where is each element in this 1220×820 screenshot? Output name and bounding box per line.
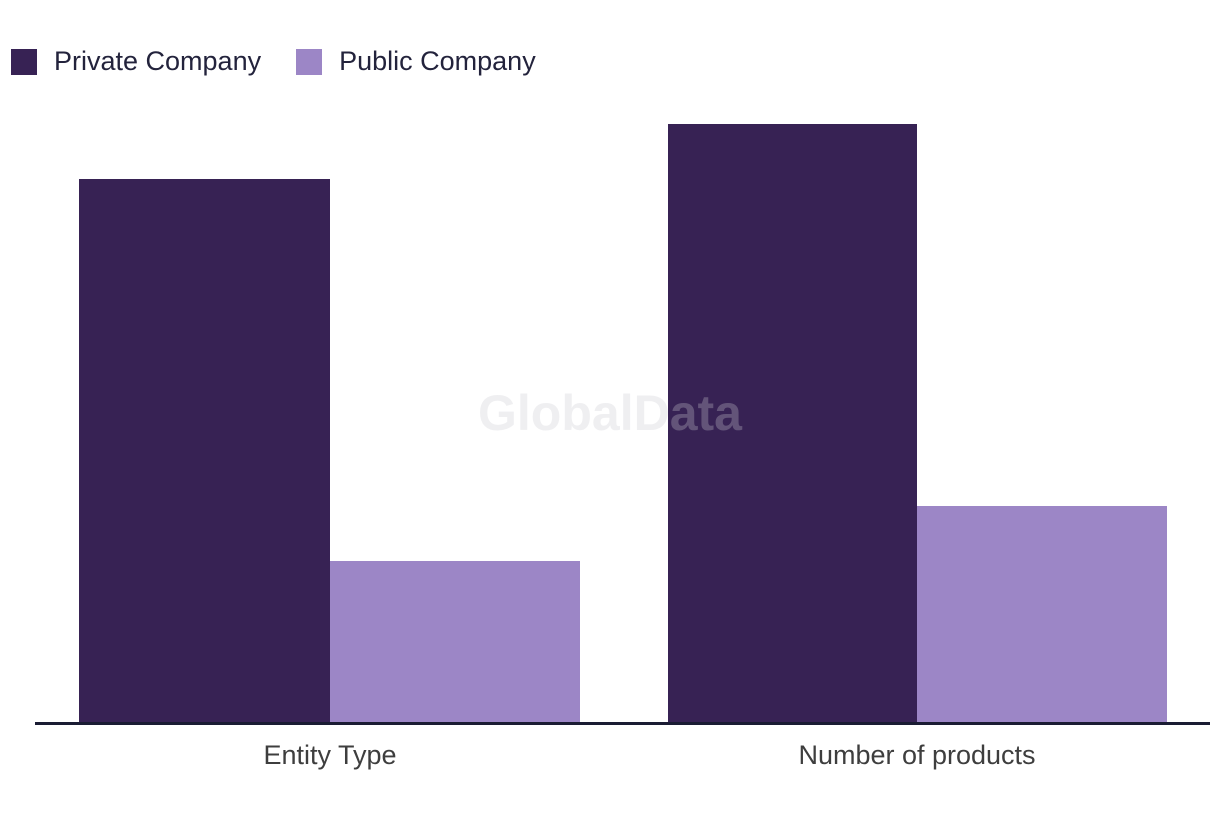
x-axis-line [35,722,1210,725]
legend-swatch-private-company [11,48,37,75]
legend-label-public-company: Public Company [339,46,536,76]
legend-item-private-company: Private Company [11,46,261,77]
bar-private-company-number-of-products [668,124,917,722]
x-axis-label-number-of-products: Number of products [798,740,1036,770]
legend-label-private-company: Private Company [54,46,262,76]
bar-public-company-entity-type [330,561,580,722]
x-axis-label-entity-type: Entity Type [263,740,397,770]
legend-swatch-public-company [296,48,323,75]
legend: Private Company Public Company [11,46,536,77]
bar-private-company-entity-type [79,179,330,722]
bar-public-company-number-of-products [917,506,1167,722]
legend-item-public-company: Public Company [296,46,536,77]
